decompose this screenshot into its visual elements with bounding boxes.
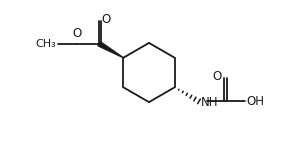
Text: O: O [72, 27, 81, 40]
Text: O: O [101, 13, 111, 26]
Text: O: O [212, 70, 222, 83]
Text: NH: NH [201, 96, 218, 109]
Text: CH₃: CH₃ [35, 39, 56, 49]
Polygon shape [98, 42, 123, 58]
Text: OH: OH [246, 95, 264, 108]
